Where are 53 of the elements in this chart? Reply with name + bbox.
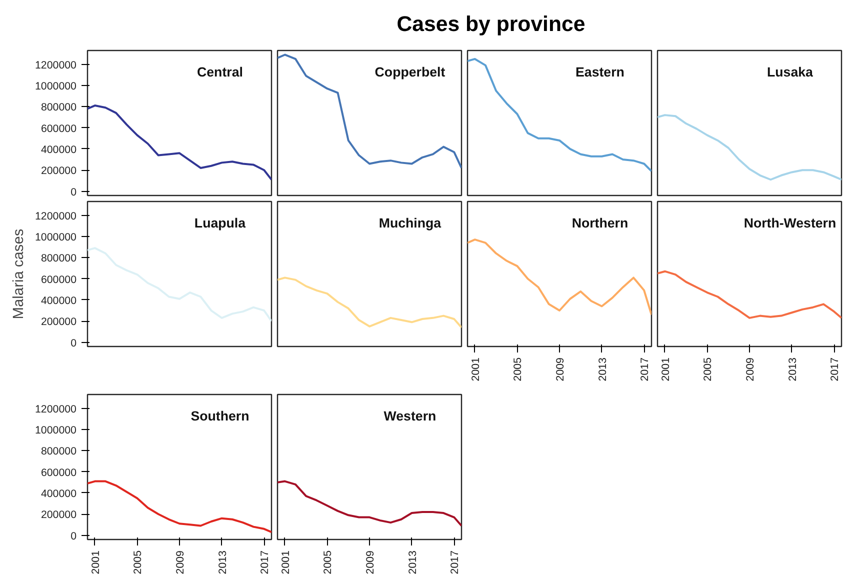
y-tick-label: 1200000 bbox=[35, 59, 77, 72]
text: Northern bbox=[572, 216, 628, 230]
text: Luapula bbox=[194, 216, 246, 230]
text: Central bbox=[197, 64, 243, 80]
x-tick-label: 2017 bbox=[639, 357, 652, 382]
y-tick-label: 400000 bbox=[40, 294, 77, 307]
text: Muchinga bbox=[378, 216, 442, 230]
text: Southern bbox=[190, 408, 250, 424]
y-axis-title: Malaria cases bbox=[11, 228, 28, 320]
x-tick-label: 2017 bbox=[449, 550, 462, 574]
y-tick-label: 800000 bbox=[40, 446, 77, 458]
x-tick-label: 2013 bbox=[406, 550, 419, 574]
x-tick-label: 2009 bbox=[744, 357, 756, 382]
x-tick-label: 2009 bbox=[554, 357, 566, 382]
x-tick-label: 2009 bbox=[174, 550, 186, 574]
x-tick-label: 2013 bbox=[596, 357, 609, 382]
x-tick-label: 2013 bbox=[786, 357, 799, 382]
y-tick-label: 1200000 bbox=[35, 210, 77, 222]
y-tick-label: 0 bbox=[70, 530, 77, 542]
y-tick-label: 600000 bbox=[40, 466, 77, 479]
x-tick-label: 2017 bbox=[829, 357, 842, 382]
x-tick-label: 2009 bbox=[364, 550, 376, 574]
y-tick-label: 1000000 bbox=[35, 80, 77, 92]
x-tick-label: 2005 bbox=[512, 357, 524, 382]
y-tick-label: 1000000 bbox=[35, 231, 77, 244]
text: Western bbox=[384, 408, 436, 424]
text: Lusaka bbox=[767, 64, 814, 80]
x-tick-label: 2001 bbox=[470, 357, 482, 382]
y-tick-label: 200000 bbox=[40, 509, 77, 522]
x-tick-label: 2005 bbox=[132, 550, 144, 574]
text: North-Western bbox=[744, 216, 836, 230]
y-tick-label: 1000000 bbox=[35, 424, 77, 436]
text: Eastern bbox=[576, 64, 624, 80]
x-tick-label: 2001 bbox=[90, 550, 102, 574]
x-tick-label: 2005 bbox=[702, 357, 714, 382]
y-tick-label: 600000 bbox=[40, 274, 77, 286]
text: Copperbelt bbox=[374, 64, 446, 80]
y-tick-label: 0 bbox=[70, 186, 77, 198]
y-tick-label: 400000 bbox=[40, 144, 77, 156]
y-tick-label: 0 bbox=[70, 337, 77, 350]
y-tick-label: 800000 bbox=[40, 252, 77, 265]
y-tick-label: 800000 bbox=[40, 102, 77, 114]
x-tick-label: 2013 bbox=[216, 550, 229, 574]
x-tick-label: 2001 bbox=[280, 550, 292, 574]
y-tick-label: 1200000 bbox=[35, 403, 77, 416]
x-tick-label: 2005 bbox=[322, 550, 334, 574]
x-tick-label: 2017 bbox=[259, 550, 272, 574]
y-tick-label: 600000 bbox=[40, 122, 77, 135]
y-tick-label: 200000 bbox=[40, 165, 77, 178]
y-tick-label: 400000 bbox=[40, 488, 77, 500]
x-tick-label: 2001 bbox=[660, 357, 672, 382]
text: Cases by province bbox=[396, 11, 586, 38]
y-tick-label: 200000 bbox=[40, 316, 77, 328]
